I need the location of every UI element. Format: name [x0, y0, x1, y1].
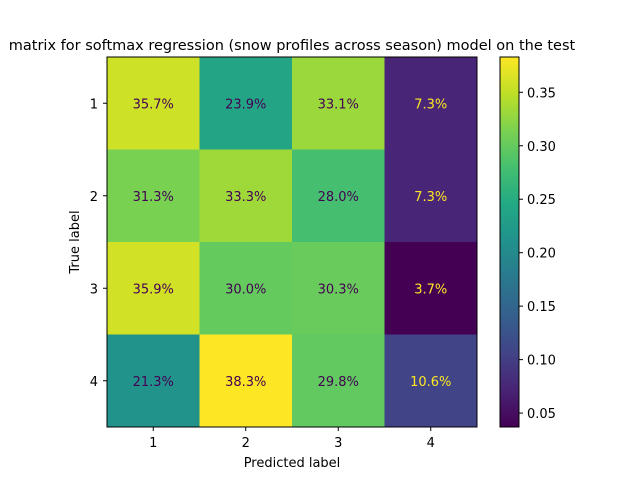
cell-label-r2-c3: 28.0% [318, 190, 359, 205]
cell-label-r1-c1: 35.7% [133, 97, 174, 112]
heatmap-cell-r2-c2 [199, 149, 293, 243]
y-tick-label-3: 3 [90, 282, 98, 297]
heatmap-cell-r1-c4 [384, 57, 478, 150]
heatmap-cell-r4-c1 [107, 334, 200, 428]
cell-label-r1-c4: 7.3% [414, 97, 447, 112]
heatmap-cell-r2-c4 [384, 149, 478, 243]
heatmap-cell-r4-c4 [384, 334, 478, 428]
cell-label-r3-c1: 35.9% [133, 282, 174, 297]
colorbar-gradient [499, 56, 520, 428]
colorbar: 0.05 0.10 0.15 0.20 0.25 0.30 0.35 [499, 56, 556, 428]
cell-label-r4-c1: 21.3% [133, 375, 174, 390]
heatmap-cell-r3-c3 [292, 242, 385, 335]
cell-label-r1-c2: 23.9% [225, 97, 266, 112]
heatmap-cell-r2-c1 [107, 149, 200, 243]
y-tick-label-2: 2 [90, 190, 98, 205]
colorbar-tick-label: 0.30 [527, 140, 556, 155]
x-tick-label-2: 2 [242, 436, 250, 451]
cell-label-r4-c3: 29.8% [318, 375, 359, 390]
chart-title: matrix for softmax regression (snow prof… [9, 38, 576, 54]
x-tick-label-4: 4 [427, 436, 435, 451]
x-tick-label-3: 3 [334, 436, 342, 451]
plot-frame [106, 56, 478, 428]
cell-label-r3-c2: 30.0% [225, 282, 266, 297]
cell-label-r3-c3: 30.3% [318, 282, 359, 297]
colorbar-tick-label: 0.20 [527, 247, 556, 262]
cell-label-r2-c2: 33.3% [225, 190, 266, 205]
heatmap-cells: 35.7% 23.9% 33.1% 7.3% 31.3% 33.3% 28.0% 7.3% 35… [107, 57, 478, 428]
axes: 1 2 3 4 1 2 3 4 [90, 56, 478, 451]
y-axis-label: True label [68, 210, 83, 274]
x-tick-label-1: 1 [149, 436, 157, 451]
cell-label-r2-c1: 31.3% [133, 190, 174, 205]
heatmap-cell-r1-c3 [292, 57, 385, 150]
colorbar-tick-label: 0.25 [527, 193, 556, 208]
cell-label-r4-c4: 10.6% [410, 375, 451, 390]
heatmap-cell-r1-c1 [107, 57, 200, 150]
colorbar-tick-label: 0.05 [527, 407, 556, 422]
cell-label-r4-c2: 38.3% [225, 375, 266, 390]
x-axis-label: Predicted label [244, 456, 341, 471]
cell-label-r3-c4: 3.7% [414, 282, 447, 297]
colorbar-tick-label: 0.10 [527, 354, 556, 369]
colorbar-tick-label: 0.15 [527, 300, 556, 315]
heatmap-cell-r4-c2 [199, 334, 293, 428]
heatmap-cell-r3-c1 [107, 242, 200, 335]
heatmap-cell-r2-c3 [292, 149, 385, 243]
cell-label-r1-c3: 33.1% [318, 97, 359, 112]
y-tick-label-4: 4 [90, 375, 98, 390]
y-tick-label-1: 1 [90, 97, 98, 112]
heatmap-cell-r4-c3 [292, 334, 385, 428]
cell-label-r2-c4: 7.3% [414, 190, 447, 205]
colorbar-tick-label: 0.35 [527, 86, 556, 101]
heatmap-cell-r3-c2 [199, 242, 293, 335]
heatmap-cell-r3-c4 [384, 242, 478, 335]
heatmap-cell-r1-c2 [199, 57, 293, 150]
